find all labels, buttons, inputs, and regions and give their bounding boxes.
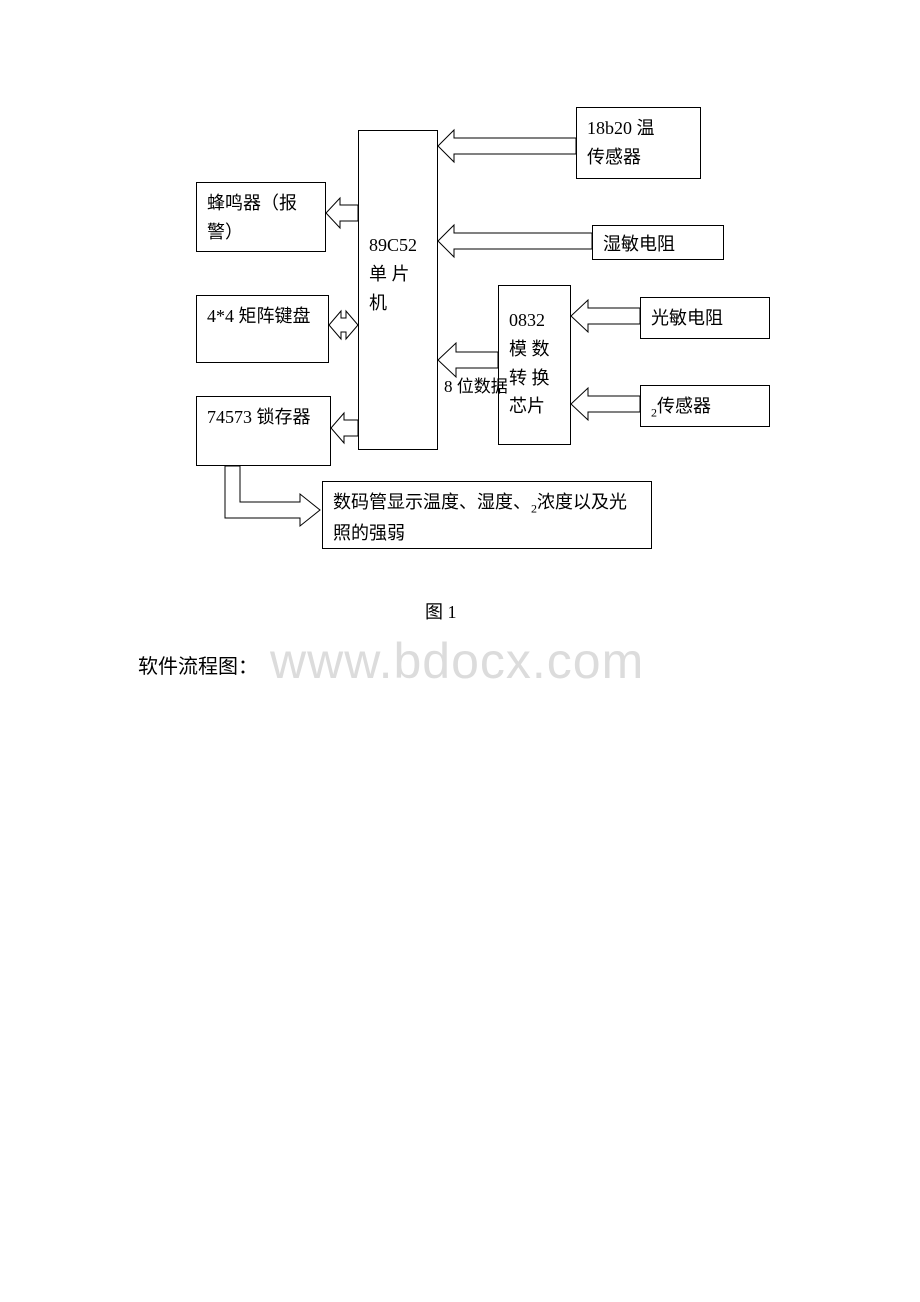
arrow-co2-adc	[571, 388, 640, 420]
arrow-latch-display	[225, 466, 320, 526]
node-buzzer: 蜂鸣器（报警）	[196, 182, 326, 252]
section-label: 软件流程图：	[138, 650, 258, 679]
temp-label: 18b20 温 传感器	[587, 118, 655, 167]
buzzer-label: 蜂鸣器（报警）	[207, 193, 297, 242]
node-display: 数码管显示温度、湿度、2浓度以及光照的强弱	[322, 481, 652, 549]
co2-label: 2传感器	[651, 396, 711, 416]
node-co2-sensor: 2传感器	[640, 385, 770, 427]
node-temp-sensor: 18b20 温 传感器	[576, 107, 701, 179]
diagram-container: 蜂鸣器（报警） 4*4 矩阵键盘 74573 锁存器 89C52 单 片 机 1…	[0, 0, 920, 1302]
latch-label: 74573 锁存器	[207, 407, 311, 427]
node-latch: 74573 锁存器	[196, 396, 331, 466]
arrow-temp-mcu	[438, 130, 576, 162]
arrow-photo-adc	[571, 300, 640, 332]
photo-label: 光敏电阻	[651, 308, 723, 328]
arrow-mcu-buzzer	[326, 198, 358, 228]
node-photo: 光敏电阻	[640, 297, 770, 339]
node-keypad: 4*4 矩阵键盘	[196, 295, 329, 363]
node-adc: 0832 模 数 转 换 芯片	[498, 285, 571, 445]
display-label: 数码管显示温度、湿度、2浓度以及光照的强弱	[333, 492, 627, 543]
node-mcu: 89C52 单 片 机	[358, 130, 438, 450]
arrow-mcu-latch	[331, 413, 358, 443]
humidity-label: 湿敏电阻	[603, 234, 675, 254]
mcu-label: 89C52 单 片 机	[369, 235, 417, 313]
arrow-humidity-mcu	[438, 225, 592, 257]
arrow-keypad-mcu	[329, 311, 358, 339]
keypad-label: 4*4 矩阵键盘	[207, 306, 311, 326]
adc-label: 0832 模 数 转 换 芯片	[509, 310, 550, 416]
label-8bit-data: 8 位数据	[444, 372, 508, 397]
watermark-text: www.bdocx.com	[270, 632, 644, 690]
node-humidity: 湿敏电阻	[592, 225, 724, 260]
figure-caption: 图 1	[425, 598, 457, 624]
